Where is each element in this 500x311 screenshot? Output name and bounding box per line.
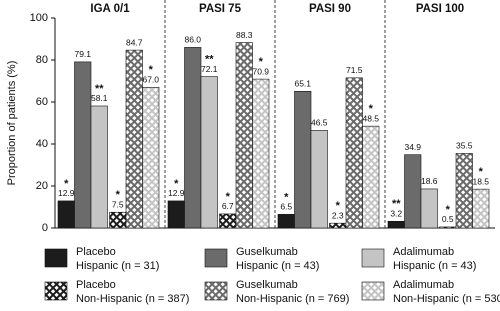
legend-swatch	[204, 248, 228, 268]
value-label: 88.3	[236, 30, 253, 40]
y-tick-label: 0	[42, 222, 48, 234]
bar	[277, 214, 295, 229]
legend-group: Non-Hispanic (n = 769)	[236, 293, 349, 305]
significance-marker: *	[174, 178, 179, 190]
bar	[184, 47, 202, 229]
value-label: 65.1	[294, 79, 311, 89]
legend-group: Hispanic (n = 43)	[236, 260, 319, 272]
legend-group: Non-Hispanic (n = 387)	[76, 293, 189, 305]
legend-name: Guselkumab	[236, 246, 298, 258]
legend-name: Placebo	[76, 279, 116, 291]
value-label: 48.5	[362, 113, 379, 123]
value-label: 72.1	[201, 64, 218, 74]
bar	[439, 226, 457, 229]
significance-marker: *	[446, 204, 451, 216]
y-axis-label: Proportion of patients (%)	[6, 61, 18, 186]
value-label: 46.5	[311, 118, 328, 128]
y-tick-label: 60	[36, 96, 48, 108]
bar	[109, 211, 127, 229]
significance-marker: *	[336, 200, 341, 212]
legend-name: Guselkumab	[236, 279, 298, 291]
group-title: PASI 90	[309, 3, 351, 15]
value-label: 18.6	[421, 176, 438, 186]
y-tick-label: 20	[36, 180, 48, 192]
legend-name: Adalimumab	[393, 279, 454, 291]
bar	[74, 61, 92, 229]
bar	[420, 188, 438, 229]
significance-marker: **	[205, 53, 214, 65]
bar	[345, 77, 363, 229]
legend-group: Hispanic (n = 43)	[393, 260, 476, 272]
significance-marker: *	[64, 178, 69, 190]
legend-group: Non-Hispanic (n = 530)	[393, 293, 500, 305]
bar	[472, 188, 490, 229]
value-label: 70.9	[252, 66, 269, 76]
value-label: 6.7	[222, 201, 234, 211]
significance-marker: *	[149, 64, 154, 76]
significance-marker: *	[284, 191, 289, 203]
significance-marker: *	[479, 166, 484, 178]
value-label: 18.5	[472, 176, 489, 186]
legend-swatch	[44, 248, 68, 268]
value-label: 7.5	[112, 200, 124, 210]
value-label: 6.5	[280, 202, 292, 212]
bar	[90, 105, 108, 229]
significance-marker: *	[226, 191, 231, 203]
value-label: 71.5	[346, 65, 363, 75]
group-title: IGA 0/1	[90, 3, 130, 15]
significance-marker: *	[259, 56, 264, 68]
value-label: 12.9	[168, 188, 185, 198]
bar	[57, 200, 75, 229]
value-label: 86.0	[184, 35, 201, 45]
value-label: 58.1	[91, 93, 108, 103]
group-title: PASI 100	[416, 3, 464, 15]
legend-name: Adalimumab	[393, 246, 454, 258]
legend-group: Hispanic (n = 31)	[76, 260, 159, 272]
value-label: 3.2	[390, 209, 402, 219]
value-label: 34.9	[404, 142, 421, 152]
y-tick-label: 100	[30, 12, 48, 24]
bar	[387, 220, 405, 229]
bar	[404, 154, 422, 229]
value-label: 84.7	[126, 37, 143, 47]
bar	[329, 222, 347, 229]
value-label: 12.9	[58, 188, 75, 198]
legend-swatch	[361, 248, 385, 268]
bar	[200, 76, 218, 229]
bar	[167, 200, 185, 229]
bar	[362, 125, 380, 229]
significance-marker: **	[95, 83, 104, 95]
value-label: 67.0	[142, 75, 159, 85]
group-title: PASI 75	[199, 3, 242, 15]
y-tick-label: 40	[36, 138, 48, 150]
bar	[219, 213, 237, 229]
bar	[294, 90, 312, 229]
bar	[455, 153, 473, 229]
value-label: 79.1	[74, 49, 91, 59]
legend-name: Placebo	[76, 246, 116, 258]
significance-marker: **	[392, 198, 401, 210]
bar	[252, 78, 270, 229]
value-label: 0.5	[442, 214, 454, 224]
value-label: 35.5	[456, 141, 473, 151]
legend-swatch	[361, 281, 385, 301]
significance-marker: *	[116, 189, 121, 201]
bar	[142, 87, 160, 229]
bar	[310, 130, 328, 229]
bar	[125, 49, 143, 229]
value-label: 2.3	[332, 210, 344, 220]
y-tick-label: 80	[36, 54, 48, 66]
legend-swatch	[44, 281, 68, 301]
bar	[235, 42, 253, 229]
significance-marker: *	[369, 103, 374, 115]
legend-swatch	[204, 281, 228, 301]
